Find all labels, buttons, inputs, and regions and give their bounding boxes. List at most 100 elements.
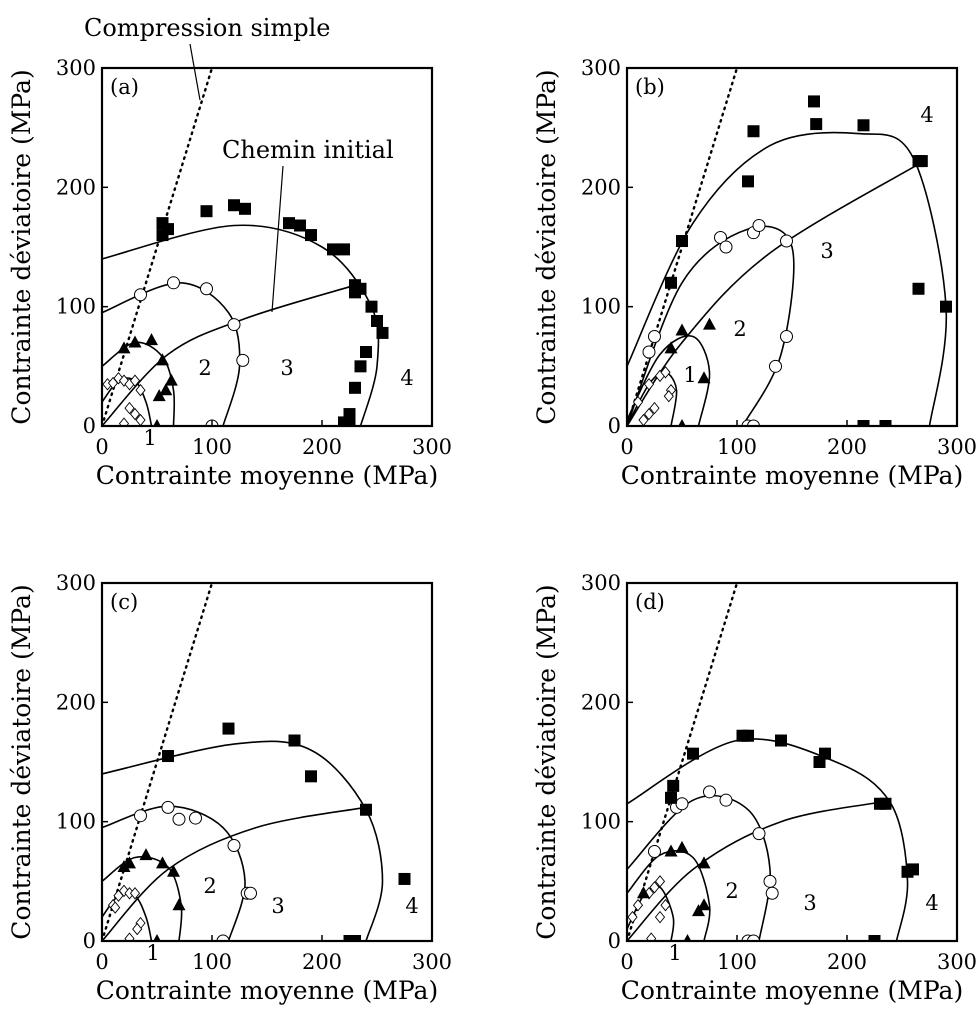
uniaxial-compression-line	[627, 68, 739, 426]
data-point-diamond	[654, 875, 666, 888]
data-point-square	[810, 118, 823, 131]
series-1	[107, 884, 146, 941]
panel-label: (d)	[635, 590, 665, 614]
data-point-square	[376, 326, 389, 339]
data-point-square	[305, 770, 317, 783]
data-point-diamond	[132, 922, 143, 936]
x-tick-label: 100	[717, 435, 757, 459]
data-point-square	[365, 300, 378, 313]
data-point-circle	[134, 288, 147, 302]
data-point-square	[912, 282, 925, 295]
data-point-triangle	[692, 904, 705, 917]
data-point-square	[742, 175, 754, 188]
curve-label-4: 4	[920, 103, 933, 127]
uniaxial-compression-line	[627, 583, 739, 941]
data-point-square	[665, 791, 677, 804]
yield-envelope-2	[627, 850, 711, 941]
x-axis-title: Contrainte moyenne (MPa)	[621, 461, 963, 490]
data-point-diamond	[110, 901, 121, 914]
data-point-square	[288, 734, 301, 747]
data-point-triangle	[123, 856, 136, 869]
data-point-diamond	[118, 417, 130, 426]
data-point-square	[239, 202, 251, 215]
data-point-square	[915, 155, 928, 168]
data-point-circle	[752, 219, 766, 233]
data-point-diamond	[124, 932, 135, 941]
panel-label: (b)	[635, 75, 665, 99]
data-point-square	[327, 243, 339, 256]
data-point-square	[742, 729, 754, 742]
series-3	[134, 800, 257, 941]
yield-envelope-2	[627, 335, 711, 426]
y-axis-title: Contrainte déviatoire (MPa)	[532, 69, 561, 424]
x-tick-label: 100	[192, 435, 232, 459]
x-tick-label: 300	[412, 950, 452, 974]
data-point-circle	[765, 886, 779, 900]
data-point-triangle	[156, 353, 169, 366]
data-point-triangle	[675, 323, 689, 336]
y-tick-label: 0	[83, 929, 96, 953]
data-point-square	[747, 125, 760, 138]
curve-label-3: 3	[820, 239, 833, 263]
data-point-triangle	[637, 886, 650, 899]
data-point-triangle	[697, 898, 711, 911]
x-tick-label: 200	[827, 435, 867, 459]
data-point-square	[940, 300, 952, 313]
data-point-triangle	[159, 383, 173, 396]
data-point-circle	[161, 800, 175, 814]
data-point-square	[775, 734, 787, 747]
data-point-circle	[675, 797, 689, 811]
data-point-diamond	[663, 389, 674, 403]
y-tick-label: 300	[56, 571, 96, 595]
y-tick-label: 200	[581, 175, 621, 199]
y-tick-label: 200	[56, 690, 96, 714]
data-point-circle	[780, 234, 793, 248]
data-point-square	[343, 416, 356, 426]
initial-path-curve	[627, 800, 886, 941]
panel-label: (c)	[110, 590, 138, 614]
x-axis-title: Contrainte moyenne (MPa)	[96, 461, 438, 490]
data-point-circle	[227, 318, 241, 332]
series-3	[648, 785, 779, 941]
data-point-triangle	[156, 856, 169, 869]
data-point-square	[687, 747, 699, 760]
y-tick-label: 100	[56, 810, 96, 834]
plot-frame	[100, 581, 434, 943]
curve-label-4: 4	[405, 894, 418, 918]
initial-path-curve	[102, 806, 367, 941]
data-point-square	[222, 722, 235, 735]
panel-label: (a)	[110, 75, 139, 99]
yield-envelope-4	[102, 740, 384, 941]
data-point-triangle	[678, 419, 686, 426]
data-point-circle	[719, 240, 733, 254]
data-point-circle	[236, 353, 250, 367]
data-point-diamond	[632, 395, 644, 409]
data-point-diamond	[129, 407, 141, 421]
series-1	[632, 366, 677, 426]
data-point-triangle	[128, 335, 142, 348]
data-point-square	[676, 235, 688, 248]
annotation-chemin-initial: Chemin initial	[222, 136, 394, 164]
curve-label-3: 3	[280, 356, 293, 380]
data-point-circle	[747, 419, 760, 426]
data-point-triangle	[153, 419, 161, 426]
x-tick-label: 300	[937, 435, 977, 459]
plot-frame	[100, 66, 434, 428]
curve-label-1: 1	[146, 941, 159, 965]
x-tick-label: 0	[620, 435, 633, 459]
series-1	[627, 875, 671, 941]
data-point-diamond	[654, 910, 666, 924]
data-point-diamond	[627, 910, 638, 924]
data-point-square	[228, 199, 240, 212]
y-tick-label: 200	[56, 175, 96, 199]
yield-envelope-4	[627, 738, 909, 941]
plot-frame	[625, 581, 959, 943]
data-point-diamond	[135, 383, 146, 397]
y-axis-title: Contrainte déviatoire (MPa)	[532, 584, 561, 939]
plot-area	[627, 583, 919, 941]
data-point-circle	[642, 345, 656, 359]
x-tick-label: 200	[302, 435, 342, 459]
yield-envelope-3	[102, 281, 241, 426]
